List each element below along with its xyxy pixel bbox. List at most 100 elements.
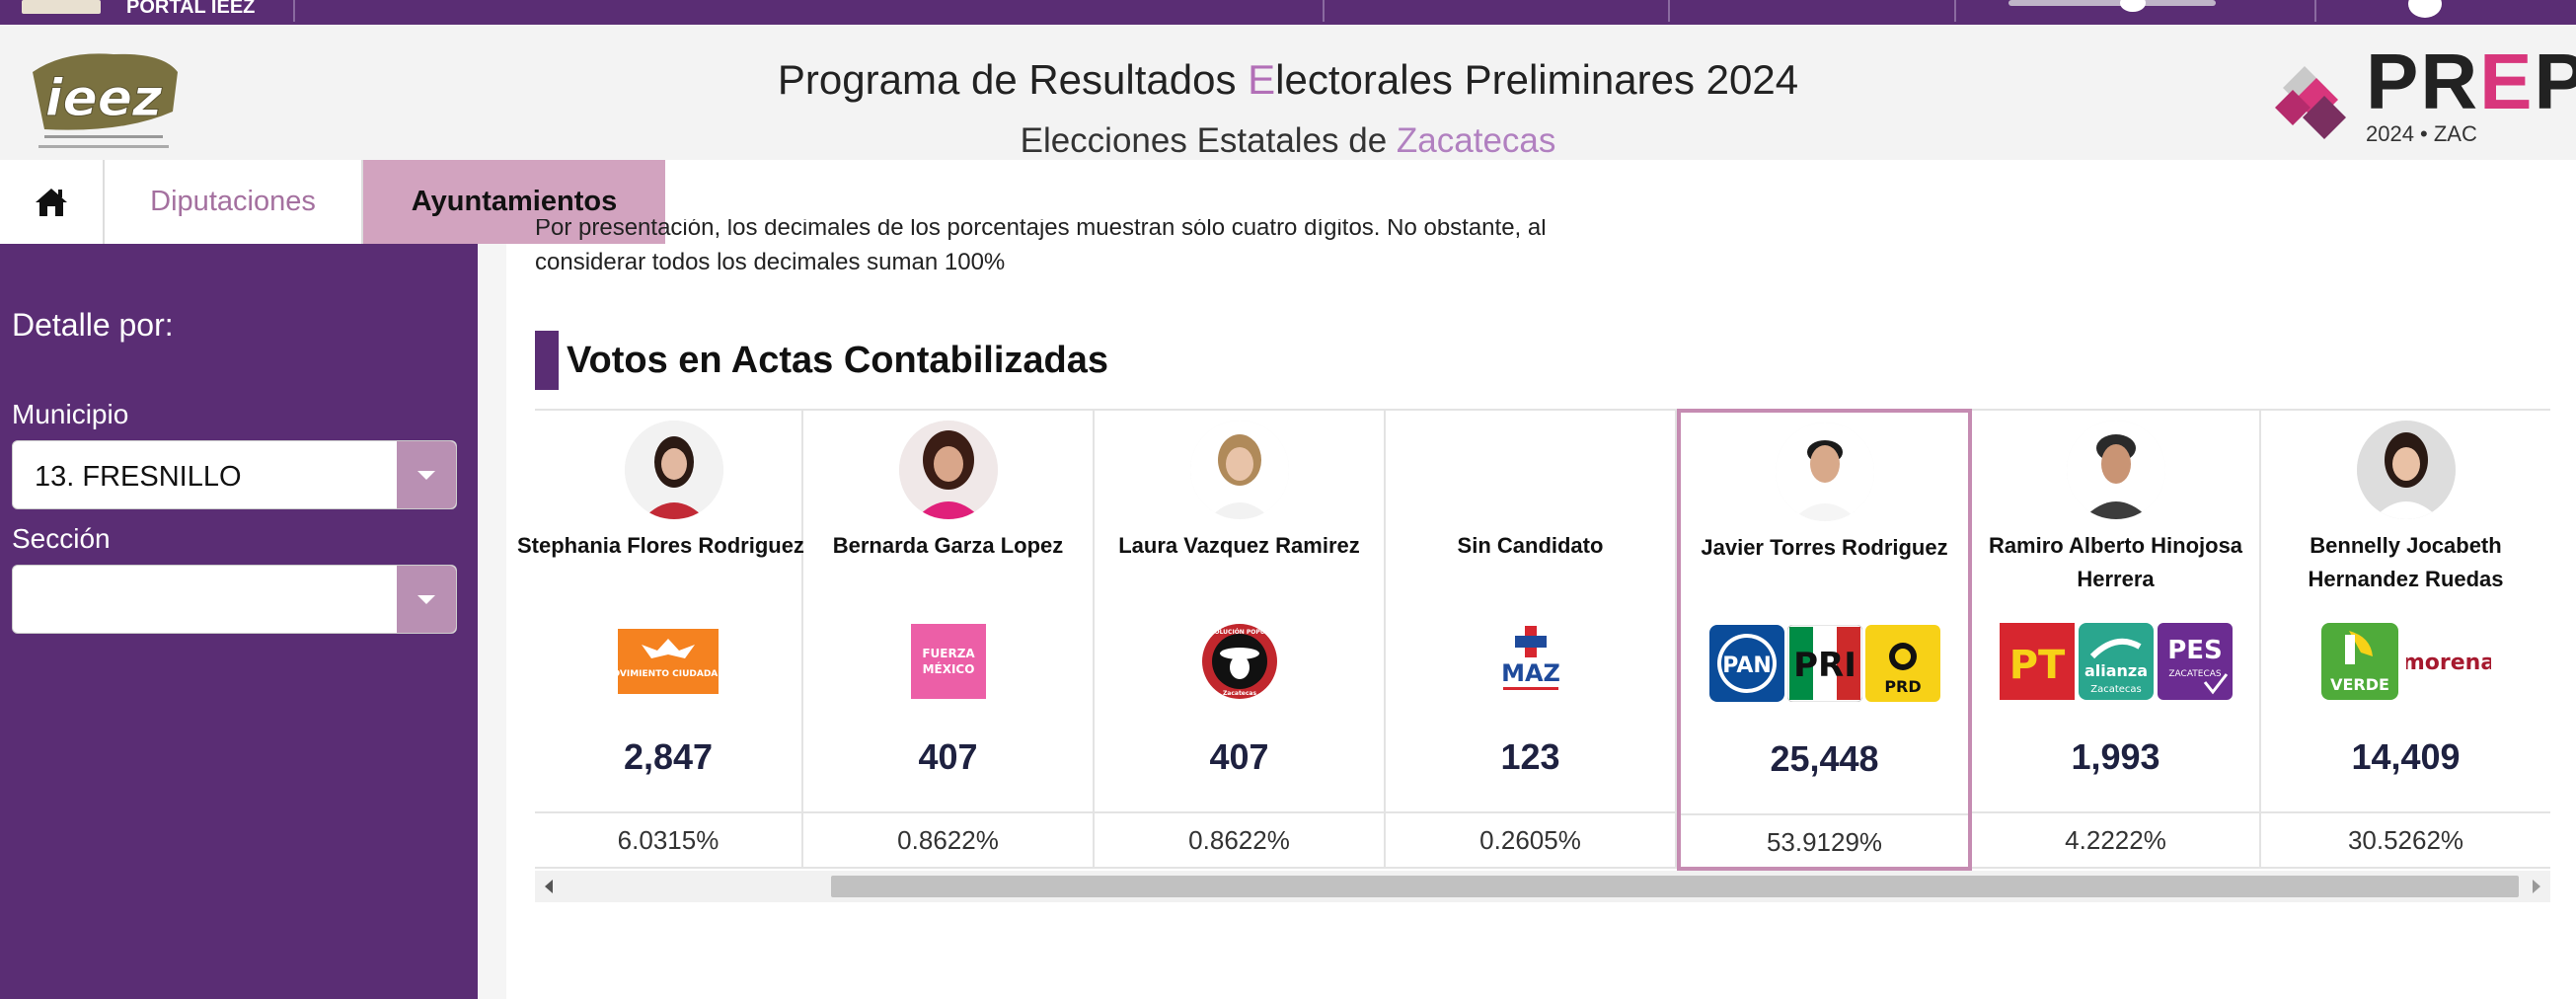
page-header: ieez Programa de Resultados Electorales … bbox=[0, 25, 2576, 160]
section-accent-bar bbox=[535, 331, 559, 390]
ieez-logo-text: ieez bbox=[45, 69, 163, 128]
svg-text:REVOLUCIÓN POPULAR: REVOLUCIÓN POPULAR bbox=[1201, 629, 1278, 636]
scroll-left-arrow-icon[interactable] bbox=[545, 880, 553, 893]
prep-year-label: 2024 • ZAC bbox=[2366, 121, 2477, 146]
candidate-card: Sin Candidato MAZ 123 0.2605% bbox=[1386, 411, 1677, 869]
candidate-card-winner: Javier Torres Rodriguez PAN PRI PRD 25, bbox=[1677, 409, 1972, 871]
party-logos: PAN PRI PRD bbox=[1681, 622, 1968, 705]
svg-text:PT: PT bbox=[2008, 643, 2065, 688]
municipio-selected-value: 13. FRESNILLO bbox=[35, 461, 242, 493]
svg-text:PRD: PRD bbox=[1884, 677, 1921, 696]
page-subtitle: Elecciones Estatales de Zacatecas bbox=[1020, 121, 1556, 160]
candidate-card: Stephania Flores Rodriguez MOVIMIENTO CI… bbox=[517, 411, 804, 869]
vote-percentage: 0.2605% bbox=[1386, 811, 1675, 869]
candidate-name: Laura Vazquez Ramirez bbox=[1118, 533, 1360, 558]
svg-text:MOVIMIENTO CIUDADANO: MOVIMIENTO CIUDADANO bbox=[618, 669, 719, 679]
alianza-zacatecas-logo: alianza Zacatecas bbox=[2078, 623, 2154, 700]
candidate-photo bbox=[2066, 421, 2165, 519]
party-logos: REVOLUCIÓN POPULAR Zacatecas bbox=[1095, 620, 1384, 703]
topbar-divider bbox=[1954, 0, 1956, 22]
pes-zacatecas-logo: PES ZACATECAS bbox=[2157, 623, 2233, 700]
candidate-card: Bennelly Jocabeth Hernandez Ruedas VERDE… bbox=[2261, 411, 2550, 869]
svg-text:ZACATECAS: ZACATECAS bbox=[2168, 669, 2222, 679]
svg-text:FUERZA: FUERZA bbox=[922, 647, 975, 660]
font-size-slider-handle[interactable] bbox=[2120, 0, 2146, 12]
svg-text:Zacatecas: Zacatecas bbox=[1222, 690, 1256, 697]
vote-percentage: 0.8622% bbox=[803, 811, 1093, 869]
verde-logo: VERDE bbox=[2320, 623, 2398, 700]
svg-text:alianza: alianza bbox=[2084, 661, 2147, 680]
topbar-divider bbox=[1668, 0, 1670, 22]
vote-count: 407 bbox=[918, 736, 978, 777]
prd-logo: PRD bbox=[1864, 625, 1940, 702]
election-tabs: Diputaciones Ayuntamientos bbox=[0, 160, 671, 244]
font-size-slider[interactable] bbox=[2008, 0, 2216, 6]
vote-count: 1,993 bbox=[2071, 736, 2160, 777]
vote-percentage: 0.8622% bbox=[1095, 811, 1384, 869]
vote-count: 123 bbox=[1500, 736, 1560, 777]
chevron-down-icon bbox=[417, 594, 435, 604]
table-horizontal-scrollbar[interactable] bbox=[535, 871, 2550, 902]
candidate-name: Bennelly Jocabeth Hernandez Ruedas bbox=[2308, 533, 2504, 591]
candidate-name: Sin Candidato bbox=[1457, 533, 1604, 558]
svg-text:MAZ: MAZ bbox=[1501, 659, 1560, 687]
party-logos: VERDE morena bbox=[2261, 620, 2550, 703]
candidate-photo bbox=[1189, 421, 1289, 519]
vote-percentage: 53.9129% bbox=[1681, 813, 1968, 871]
scrollbar-thumb[interactable] bbox=[831, 876, 2519, 897]
seccion-dropdown-button[interactable] bbox=[397, 566, 456, 633]
portal-link[interactable]: PORTAL IEEZ bbox=[126, 0, 256, 18]
seccion-label: Sección bbox=[12, 523, 111, 554]
svg-text:PRI: PRI bbox=[1793, 646, 1856, 685]
decimals-note: Por presentación, los decimales de los p… bbox=[535, 219, 1547, 275]
scroll-right-arrow-icon[interactable] bbox=[2533, 880, 2540, 893]
svg-text:Zacatecas: Zacatecas bbox=[2090, 684, 2142, 695]
seccion-select[interactable] bbox=[12, 565, 457, 634]
candidate-card: Bernarda Garza Lopez FUERZA MÉXICO 407 0… bbox=[803, 411, 1095, 869]
svg-text:PES: PES bbox=[2167, 636, 2223, 665]
candidate-name: Bernarda Garza Lopez bbox=[832, 533, 1064, 558]
candidate-photo bbox=[1775, 423, 1874, 521]
ieez-logo[interactable]: ieez bbox=[25, 42, 183, 156]
maz-logo: MAZ bbox=[1490, 622, 1570, 701]
svg-text:VERDE: VERDE bbox=[2330, 675, 2389, 694]
pri-logo: PRI bbox=[1786, 625, 1862, 702]
municipio-dropdown-button[interactable] bbox=[397, 441, 456, 508]
top-nav-bar: PORTAL IEEZ bbox=[0, 0, 2576, 25]
party-logos: FUERZA MÉXICO bbox=[803, 620, 1093, 703]
revolucion-popular-logo: REVOLUCIÓN POPULAR Zacatecas bbox=[1201, 624, 1278, 699]
vote-count: 407 bbox=[1209, 736, 1269, 777]
candidate-photo bbox=[2356, 421, 2456, 519]
content-gutter bbox=[478, 244, 506, 999]
municipio-select[interactable]: 13. FRESNILLO bbox=[12, 440, 457, 509]
candidate-name: Javier Torres Rodriguez bbox=[1701, 535, 1948, 560]
prep-logo[interactable]: PREP 2024 • ZAC bbox=[2265, 35, 2576, 153]
svg-text:PAN: PAN bbox=[1722, 653, 1772, 678]
home-icon bbox=[36, 188, 67, 216]
pt-logo: PT bbox=[1999, 623, 2075, 700]
vote-percentage: 6.0315% bbox=[535, 811, 801, 869]
party-logos: MAZ bbox=[1386, 620, 1675, 703]
morena-logo: morena bbox=[2406, 651, 2491, 675]
chevron-down-icon bbox=[417, 470, 435, 480]
tab-home[interactable] bbox=[0, 160, 105, 244]
tab-ayuntamientos[interactable]: Ayuntamientos bbox=[363, 160, 665, 244]
movimiento-ciudadano-logo: MOVIMIENTO CIUDADANO bbox=[618, 629, 719, 694]
candidate-name: Stephania Flores Rodriguez bbox=[517, 533, 804, 558]
tab-diputaciones[interactable]: Diputaciones bbox=[105, 160, 363, 244]
topbar-divider bbox=[1323, 0, 1325, 22]
topbar-divider bbox=[293, 0, 295, 22]
vote-percentage: 4.2222% bbox=[1972, 811, 2259, 869]
ieez-small-logo[interactable] bbox=[22, 0, 101, 14]
vote-count: 2,847 bbox=[623, 736, 714, 777]
topbar-divider bbox=[2314, 0, 2316, 22]
vote-percentage: 30.5262% bbox=[2261, 811, 2550, 869]
fuerza-mexico-logo: FUERZA MÉXICO bbox=[910, 624, 986, 699]
candidate-card: Ramiro Alberto Hinojosa Herrera PT alian… bbox=[1972, 411, 2261, 869]
municipio-label: Municipio bbox=[12, 399, 129, 429]
filter-sidebar: Detalle por: Municipio 13. FRESNILLO Sec… bbox=[0, 244, 478, 999]
svg-text:morena: morena bbox=[2406, 651, 2491, 675]
help-icon[interactable] bbox=[2408, 0, 2442, 18]
section-title: Votos en Actas Contabilizadas bbox=[567, 339, 1108, 381]
candidate-photo bbox=[898, 421, 998, 519]
